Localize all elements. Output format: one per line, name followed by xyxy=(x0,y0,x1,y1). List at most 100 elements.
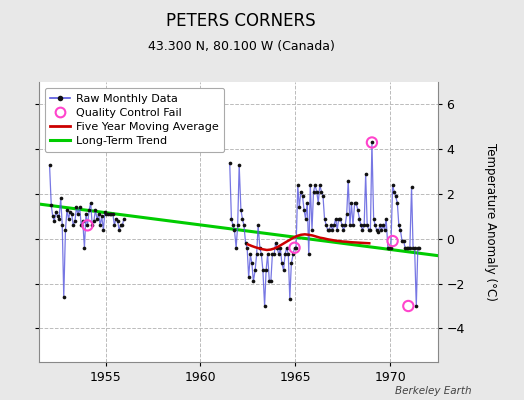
Point xyxy=(354,206,362,213)
Point xyxy=(101,209,109,215)
Point xyxy=(83,222,92,228)
Point xyxy=(311,182,319,188)
Point xyxy=(66,209,74,215)
Point xyxy=(351,200,359,206)
Point xyxy=(115,227,123,233)
Point xyxy=(334,216,343,222)
Point xyxy=(306,182,314,188)
Point xyxy=(74,211,82,217)
Point xyxy=(379,222,387,228)
Point xyxy=(297,188,305,195)
Point xyxy=(300,206,308,213)
Point xyxy=(96,222,104,228)
Point xyxy=(94,211,103,217)
Point xyxy=(304,251,313,258)
Point xyxy=(88,222,96,228)
Point xyxy=(388,238,397,244)
Point xyxy=(79,218,87,224)
Point xyxy=(343,211,351,217)
Point xyxy=(406,244,414,251)
Point xyxy=(320,216,329,222)
Text: 43.300 N, 80.100 W (Canada): 43.300 N, 80.100 W (Canada) xyxy=(148,40,334,53)
Point xyxy=(333,227,342,233)
Point xyxy=(251,267,259,273)
Point xyxy=(314,200,322,206)
Point xyxy=(413,244,422,251)
Point xyxy=(366,227,375,233)
Point xyxy=(102,211,111,217)
Point xyxy=(256,244,264,251)
Text: PETERS CORNERS: PETERS CORNERS xyxy=(166,12,316,30)
Point xyxy=(330,222,338,228)
Point xyxy=(293,182,302,188)
Point xyxy=(284,251,292,258)
Point xyxy=(105,211,114,217)
Point xyxy=(387,244,395,251)
Point xyxy=(362,171,370,177)
Point xyxy=(407,184,416,190)
Point xyxy=(232,244,241,251)
Point xyxy=(97,213,106,220)
Point xyxy=(90,218,98,224)
Point xyxy=(108,211,117,217)
Point xyxy=(412,303,420,309)
Point xyxy=(290,244,299,251)
Point xyxy=(308,227,316,233)
Point xyxy=(113,218,122,224)
Point xyxy=(327,222,335,228)
Point xyxy=(230,227,238,233)
Point xyxy=(107,211,115,217)
Point xyxy=(227,216,236,222)
Point xyxy=(237,206,245,213)
Point xyxy=(246,251,255,258)
Point xyxy=(382,216,390,222)
Point xyxy=(298,193,307,200)
Point xyxy=(50,218,59,224)
Point xyxy=(72,204,81,211)
Point xyxy=(374,229,383,235)
Point xyxy=(322,222,331,228)
Point xyxy=(271,240,280,246)
Point xyxy=(396,227,405,233)
Point xyxy=(352,200,361,206)
Point xyxy=(287,260,296,267)
Point xyxy=(368,139,376,146)
Point xyxy=(344,177,353,184)
Point xyxy=(234,222,242,228)
Point xyxy=(341,222,350,228)
Point xyxy=(319,193,327,200)
Point xyxy=(357,222,365,228)
Point xyxy=(325,227,333,233)
Point xyxy=(225,160,234,166)
Point xyxy=(292,244,300,251)
Y-axis label: Temperature Anomaly (°C): Temperature Anomaly (°C) xyxy=(484,143,497,301)
Point xyxy=(49,213,57,220)
Point xyxy=(346,222,354,228)
Point xyxy=(265,278,274,284)
Point xyxy=(323,227,332,233)
Point xyxy=(257,251,266,258)
Point xyxy=(112,216,120,222)
Point xyxy=(60,294,68,300)
Point xyxy=(388,182,397,188)
Point xyxy=(385,244,394,251)
Text: Berkeley Earth: Berkeley Earth xyxy=(395,386,472,396)
Point xyxy=(69,222,78,228)
Point xyxy=(410,244,419,251)
Point xyxy=(52,209,60,215)
Point xyxy=(110,222,118,228)
Point xyxy=(259,267,267,273)
Point xyxy=(373,227,381,233)
Point xyxy=(309,188,318,195)
Point xyxy=(329,227,337,233)
Point xyxy=(380,227,389,233)
Point xyxy=(318,188,326,195)
Point xyxy=(86,200,95,206)
Point xyxy=(93,216,101,222)
Point xyxy=(355,216,364,222)
Point xyxy=(290,244,299,251)
Point xyxy=(312,188,321,195)
Point xyxy=(82,211,90,217)
Point xyxy=(401,244,409,251)
Point xyxy=(360,222,368,228)
